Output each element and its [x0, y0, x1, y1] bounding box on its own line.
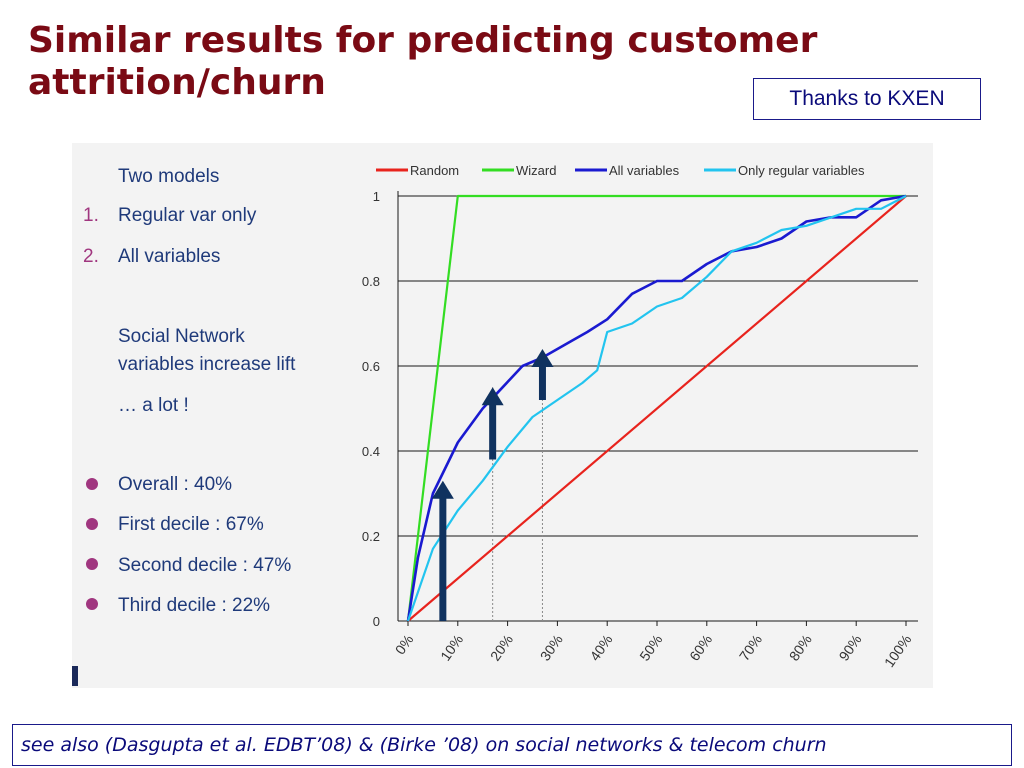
bullet-text: Overall : 40%	[118, 474, 233, 495]
note-line-3: … a lot !	[118, 395, 189, 416]
x-tick-label: 0%	[392, 632, 417, 658]
note-line-1: Social Network	[118, 326, 245, 347]
regular-variables-series-line	[406, 195, 907, 622]
bullet-dot-icon	[86, 598, 98, 610]
chart-series	[406, 194, 907, 622]
lift-arrow-head-icon	[431, 480, 454, 499]
chart-arrows	[431, 349, 554, 621]
x-tick-label: 20%	[487, 632, 516, 664]
x-tick-label: 40%	[586, 632, 615, 664]
legend-label: Only regular variables	[738, 163, 865, 178]
note-line-2: variables increase lift	[118, 354, 296, 375]
x-tick-label: 80%	[786, 632, 815, 664]
y-tick-label: 0.8	[362, 274, 380, 289]
legend-label: All variables	[609, 163, 680, 178]
x-tick-label: 60%	[686, 632, 715, 664]
model-label: Regular var only	[118, 205, 257, 226]
all-variables-series-line	[406, 194, 907, 622]
x-tick-label: 30%	[537, 632, 566, 664]
chart-reference-lines	[492, 349, 543, 621]
model-label: All variables	[118, 246, 221, 267]
lift-arrow-head-icon	[481, 387, 504, 406]
bullet-text: Second decile : 47%	[118, 555, 292, 576]
footer-note: see also (Dasgupta et al. EDBT’08) & (Bi…	[12, 724, 1012, 766]
random-series-line	[407, 195, 907, 622]
slide-marker	[72, 666, 78, 686]
y-tick-label: 0.2	[362, 529, 380, 544]
legend-label: Random	[410, 163, 459, 178]
chart-legend: Random Wizard All variables Only regular va…	[376, 163, 865, 178]
x-tick-label: 70%	[736, 632, 765, 664]
slide-title: Similar results for predicting customer …	[28, 20, 818, 103]
y-tick-label: 0.6	[362, 359, 380, 374]
x-tick-label: 100%	[881, 632, 915, 671]
wizard-series-line	[406, 194, 906, 622]
model-number: 2.	[83, 246, 99, 267]
thanks-box: Thanks to KXEN	[753, 78, 981, 120]
bullet-dot-icon	[86, 558, 98, 570]
bullet-dot-icon	[86, 478, 98, 490]
models-heading: Two models	[118, 166, 220, 187]
x-tick-label: 50%	[636, 632, 665, 664]
y-tick-label: 0	[373, 614, 380, 629]
left-panel: Two models 1. Regular var only 2. All va…	[72, 143, 342, 688]
y-tick-label: 0.4	[362, 444, 380, 459]
bullet-text: First decile : 67%	[118, 514, 264, 535]
lift-arrow-head-icon	[531, 349, 554, 367]
bullet-text: Third decile : 22%	[118, 595, 271, 616]
x-tick-label: 90%	[835, 632, 864, 664]
legend-label: Wizard	[516, 163, 556, 178]
bullet-dot-icon	[86, 518, 98, 530]
x-tick-label: 10%	[437, 632, 466, 664]
y-tick-label: 1	[373, 189, 380, 204]
model-number: 1.	[83, 205, 99, 226]
